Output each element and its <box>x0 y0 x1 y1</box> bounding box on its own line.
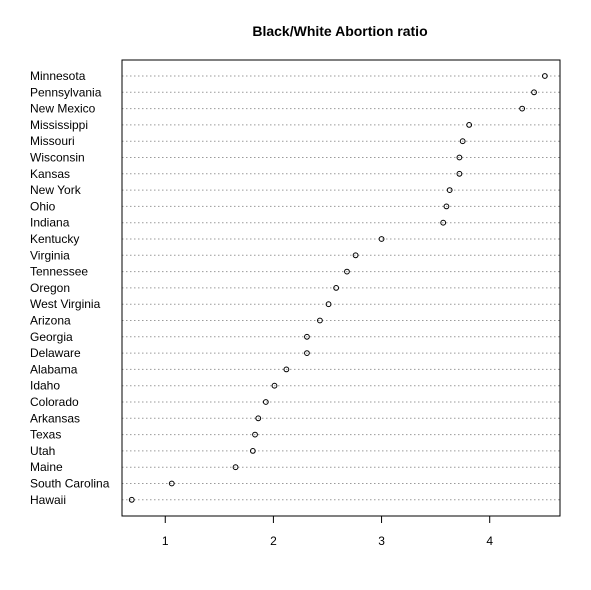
x-tick-label-4: 4 <box>486 534 493 548</box>
point-indiana <box>440 219 447 226</box>
label-minnesota: Minnesota <box>30 69 86 83</box>
label-arizona: Arizona <box>30 314 71 328</box>
label-kentucky: Kentucky <box>30 232 79 246</box>
label-south-carolina: South Carolina <box>30 477 110 491</box>
label-virginia: Virginia <box>30 248 70 262</box>
point-alabama <box>283 366 290 373</box>
label-ohio: Ohio <box>30 199 56 213</box>
label-new-york: New York <box>30 183 82 197</box>
point-maine <box>232 464 239 471</box>
point-missouri <box>459 138 466 145</box>
plot-frame <box>121 59 561 517</box>
label-texas: Texas <box>30 428 61 442</box>
point-tennessee <box>344 268 350 275</box>
label-west-virginia: West Virginia <box>30 297 101 311</box>
label-alabama: Alabama <box>30 362 78 376</box>
x-tick-label-2: 2 <box>270 534 277 548</box>
point-delaware <box>304 350 310 357</box>
chart-title: Black/White Abortion ratio <box>252 23 427 39</box>
point-kansas <box>456 170 463 177</box>
label-wisconsin: Wisconsin <box>30 151 85 165</box>
x-tick-label-3: 3 <box>378 534 385 548</box>
point-hawaii <box>128 496 135 503</box>
label-kansas: Kansas <box>30 167 70 181</box>
label-colorado: Colorado <box>30 395 79 409</box>
label-maine: Maine <box>30 460 63 474</box>
label-idaho: Idaho <box>30 379 60 393</box>
label-oregon: Oregon <box>30 281 70 295</box>
point-georgia <box>304 333 310 340</box>
point-arizona <box>317 317 323 324</box>
label-pennsylvania: Pennsylvania <box>30 85 102 99</box>
data-points <box>128 73 548 503</box>
point-colorado <box>262 399 269 405</box>
point-west-virginia <box>325 301 332 308</box>
point-wisconsin <box>456 154 463 161</box>
point-utah <box>249 448 256 454</box>
label-mississippi: Mississippi <box>30 118 88 132</box>
category-labels: Minnesota Pennsylvania New Mexico Mississip… <box>30 69 110 507</box>
point-texas <box>252 431 258 438</box>
x-tick-label-1: 1 <box>162 534 169 548</box>
point-kentucky <box>378 236 385 242</box>
label-utah: Utah <box>30 444 55 458</box>
label-indiana: Indiana <box>30 216 70 230</box>
label-delaware: Delaware <box>30 346 81 360</box>
x-axis: 1 2 3 4 <box>162 516 493 548</box>
label-tennessee: Tennessee <box>30 265 88 279</box>
point-arkansas <box>255 415 262 422</box>
label-missouri: Missouri <box>30 134 75 148</box>
point-new-mexico <box>519 105 526 112</box>
guide-lines <box>122 75 560 501</box>
point-virginia <box>352 252 359 259</box>
label-georgia: Georgia <box>30 330 73 344</box>
point-oregon <box>333 285 340 291</box>
point-pennsylvania <box>531 89 537 96</box>
point-minnesota <box>541 73 548 79</box>
point-mississippi <box>466 122 473 128</box>
point-south-carolina <box>168 480 175 487</box>
label-new-mexico: New Mexico <box>30 102 96 116</box>
point-idaho <box>271 382 278 389</box>
label-hawaii: Hawaii <box>30 493 66 507</box>
point-new-york <box>446 187 453 194</box>
point-ohio <box>443 203 450 210</box>
label-arkansas: Arkansas <box>30 411 80 425</box>
